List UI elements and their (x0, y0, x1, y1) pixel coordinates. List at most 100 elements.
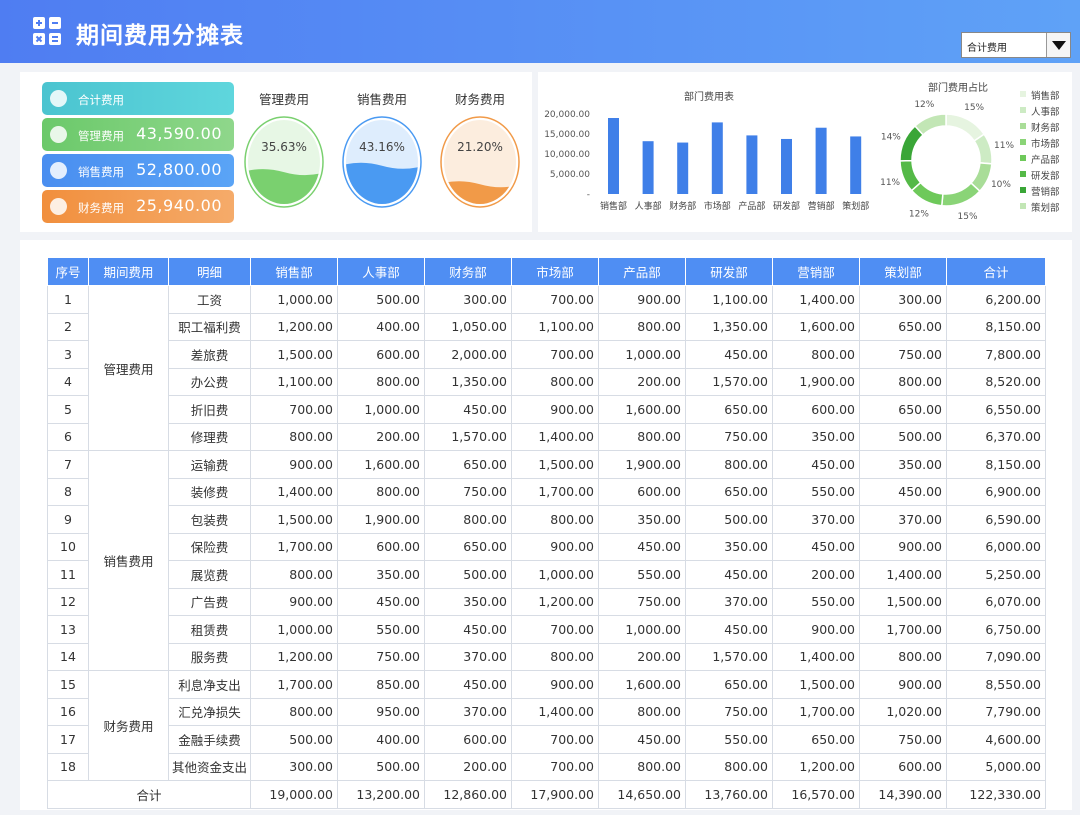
detail-name: 办公费 (168, 367, 251, 396)
row-index: 12 (47, 587, 89, 616)
column-header: 营销部 (772, 257, 860, 286)
amount-cell: 900.00 (250, 587, 338, 616)
x-tick-label: 销售部 (600, 200, 627, 212)
amount-cell: 6,590.00 (946, 505, 1046, 534)
donut-slice (945, 113, 986, 142)
department-donut-chart: 15% 11% 10% 15% 12% 11% 14% 12% (880, 100, 1014, 222)
detail-name: 修理费 (168, 422, 251, 451)
amount-cell: 800.00 (859, 367, 947, 396)
slice-label: 11% (994, 141, 1014, 151)
row-index: 8 (47, 477, 89, 506)
amount-cell: 800.00 (685, 450, 773, 479)
donut-slice (973, 133, 993, 165)
amount-cell: 850.00 (337, 670, 425, 699)
total-cell: 122,330.00 (946, 780, 1046, 809)
donut-slice (913, 113, 947, 136)
column-header: 人事部 (337, 257, 425, 286)
legend-label: 策划部 (1031, 203, 1060, 214)
amount-cell: 750.00 (685, 697, 773, 726)
row-index: 15 (47, 670, 89, 699)
gauge-percent: 21.20% (457, 140, 503, 154)
amount-cell: 800.00 (772, 340, 860, 369)
row-index: 7 (47, 450, 89, 479)
amount-cell: 800.00 (511, 367, 599, 396)
y-tick-label: 15,000.00 (544, 130, 590, 140)
amount-cell: 750.00 (424, 477, 512, 506)
amount-cell: 1,400.00 (772, 285, 860, 314)
expense-type-select[interactable]: 合计费用 (961, 32, 1071, 58)
detail-name: 金融手续费 (168, 725, 251, 754)
amount-cell: 450.00 (685, 340, 773, 369)
amount-cell: 450.00 (859, 477, 947, 506)
detail-name: 装修费 (168, 477, 251, 506)
amount-cell: 370.00 (424, 642, 512, 671)
amount-cell: 8,550.00 (946, 670, 1046, 699)
amount-cell: 6,200.00 (946, 285, 1046, 314)
amount-cell: 550.00 (337, 615, 425, 644)
amount-cell: 1,700.00 (511, 477, 599, 506)
pie-chart-title: 部门费用占比 (928, 83, 988, 94)
gauge-title-sales: 销售费用 (356, 92, 407, 107)
gauge-title-management: 管理费用 (258, 92, 309, 107)
x-tick-label: 产品部 (738, 200, 765, 212)
amount-cell: 1,600.00 (337, 450, 425, 479)
slice-label: 12% (909, 210, 929, 220)
column-header: 研发部 (685, 257, 773, 286)
amount-cell: 200.00 (598, 642, 686, 671)
x-tick-label: 市场部 (704, 200, 731, 212)
column-header: 期间费用 (88, 257, 169, 286)
amount-cell: 1,700.00 (772, 697, 860, 726)
kpi-sales: 销售费用 52,800.00 (42, 154, 234, 187)
column-header: 合计 (946, 257, 1046, 286)
dropdown-button[interactable] (1046, 33, 1070, 57)
detail-name: 折旧费 (168, 395, 251, 424)
amount-cell: 1,570.00 (424, 422, 512, 451)
row-index: 10 (47, 532, 89, 561)
legend-label: 财务部 (1031, 123, 1060, 134)
expense-table-panel: 序号 期间费用 明细 销售部 人事部 财务部 市场部 产品部 研发部 营销部 策划部 合计 1 管理费用… (20, 240, 1072, 810)
amount-cell: 1,200.00 (511, 587, 599, 616)
app-header: 期间费用分摊表 合计费用 (0, 0, 1080, 63)
legend-item: 产品部 (1020, 152, 1060, 168)
amount-cell: 400.00 (337, 725, 425, 754)
amount-cell: 650.00 (685, 670, 773, 699)
detail-name: 运输费 (168, 450, 251, 479)
table-row: 16 汇兑净损失 800.00 950.00 370.00 1,400.00 800.00 7… (47, 697, 1046, 726)
amount-cell: 1,900.00 (337, 505, 425, 534)
row-index: 2 (47, 312, 89, 341)
row-index: 4 (47, 367, 89, 396)
slice-label: 15% (964, 103, 984, 113)
amount-cell: 500.00 (685, 505, 773, 534)
amount-cell: 800.00 (250, 422, 338, 451)
department-bar-chart: 20,000.00 15,000.00 10,000.00 5,000.00 -销售部人… (544, 110, 869, 212)
amount-cell: 1,500.00 (250, 340, 338, 369)
amount-cell: 4,600.00 (946, 725, 1046, 754)
slice-label: 12% (914, 100, 934, 110)
table-row: 1 管理费用 工资 1,000.00 500.00 300.00 700.00 900.00 1… (47, 285, 1046, 451)
amount-cell: 550.00 (598, 560, 686, 589)
row-index: 3 (47, 340, 89, 369)
amount-cell: 800.00 (685, 752, 773, 781)
amount-cell: 370.00 (859, 505, 947, 534)
amount-cell: 800.00 (337, 367, 425, 396)
row-index: 16 (47, 697, 89, 726)
amount-cell: 1,200.00 (772, 752, 860, 781)
amount-cell: 370.00 (424, 697, 512, 726)
table-row: 9 包装费 1,500.00 1,900.00 800.00 800.00 350.00 50… (47, 505, 1046, 534)
amount-cell: 1,500.00 (511, 450, 599, 479)
amount-cell: 7,800.00 (946, 340, 1046, 369)
amount-cell: 1,020.00 (859, 697, 947, 726)
amount-cell: 1,000.00 (511, 560, 599, 589)
amount-cell: 8,150.00 (946, 450, 1046, 479)
amount-cell: 6,370.00 (946, 422, 1046, 451)
kpi-value: 25,940.00 (136, 196, 222, 215)
calculator-icon (33, 17, 61, 45)
amount-cell: 1,100.00 (511, 312, 599, 341)
amount-cell: 1,500.00 (859, 587, 947, 616)
group-label: 管理费用 (88, 285, 169, 451)
amount-cell: 900.00 (859, 532, 947, 561)
amount-cell: 1,400.00 (772, 642, 860, 671)
x-tick-label: 策划部 (842, 200, 869, 212)
amount-cell: 350.00 (424, 587, 512, 616)
amount-cell: 1,700.00 (250, 532, 338, 561)
